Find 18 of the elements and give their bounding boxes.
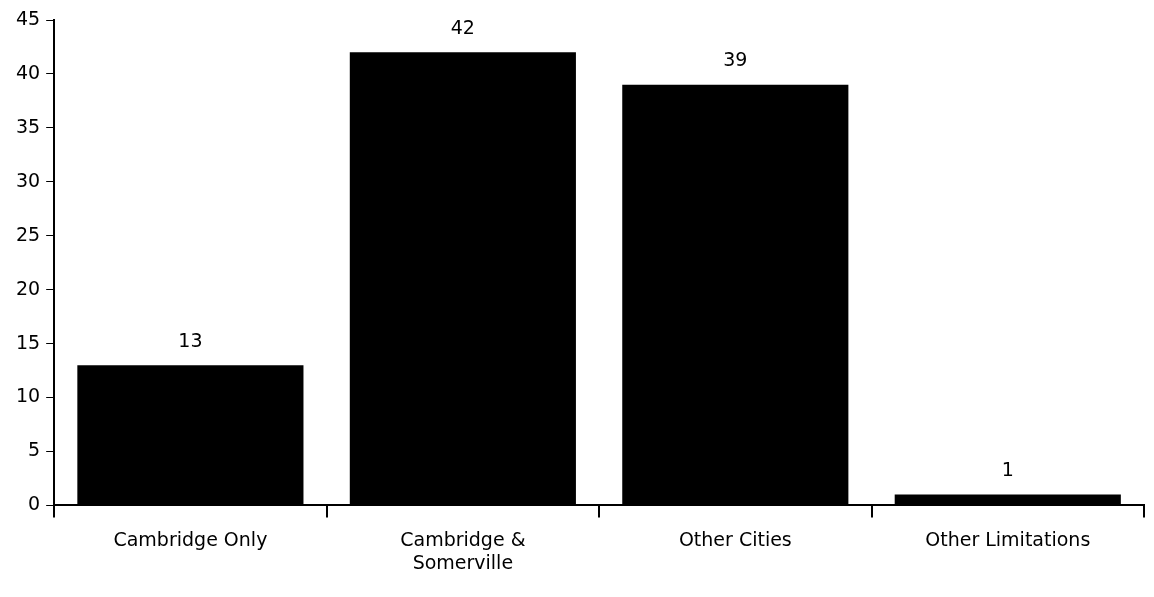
y-tick-label: 45 (15, 6, 41, 29)
data-label: 1 (1001, 458, 1014, 481)
x-tick-label: Other Cities (678, 527, 792, 550)
y-tick-label: 25 (15, 222, 41, 245)
y-tick-label: 5 (28, 438, 41, 461)
y-tick-label: 20 (15, 276, 41, 299)
data-label: 42 (450, 15, 475, 38)
x-tick-label: Cambridge & Somerville (400, 527, 526, 573)
data-label: 39 (723, 48, 748, 71)
y-tick-label: 10 (15, 384, 41, 407)
x-tick-label: Cambridge Only (113, 527, 268, 550)
x-tick-label: Other Limitations (925, 527, 1091, 550)
y-tick-label: 0 (28, 492, 41, 515)
y-tick-label: 15 (15, 330, 41, 353)
y-tick-label: 40 (15, 60, 41, 83)
y-tick-label: 35 (15, 114, 41, 137)
y-tick-label: 30 (15, 168, 41, 191)
data-label: 13 (178, 328, 203, 351)
